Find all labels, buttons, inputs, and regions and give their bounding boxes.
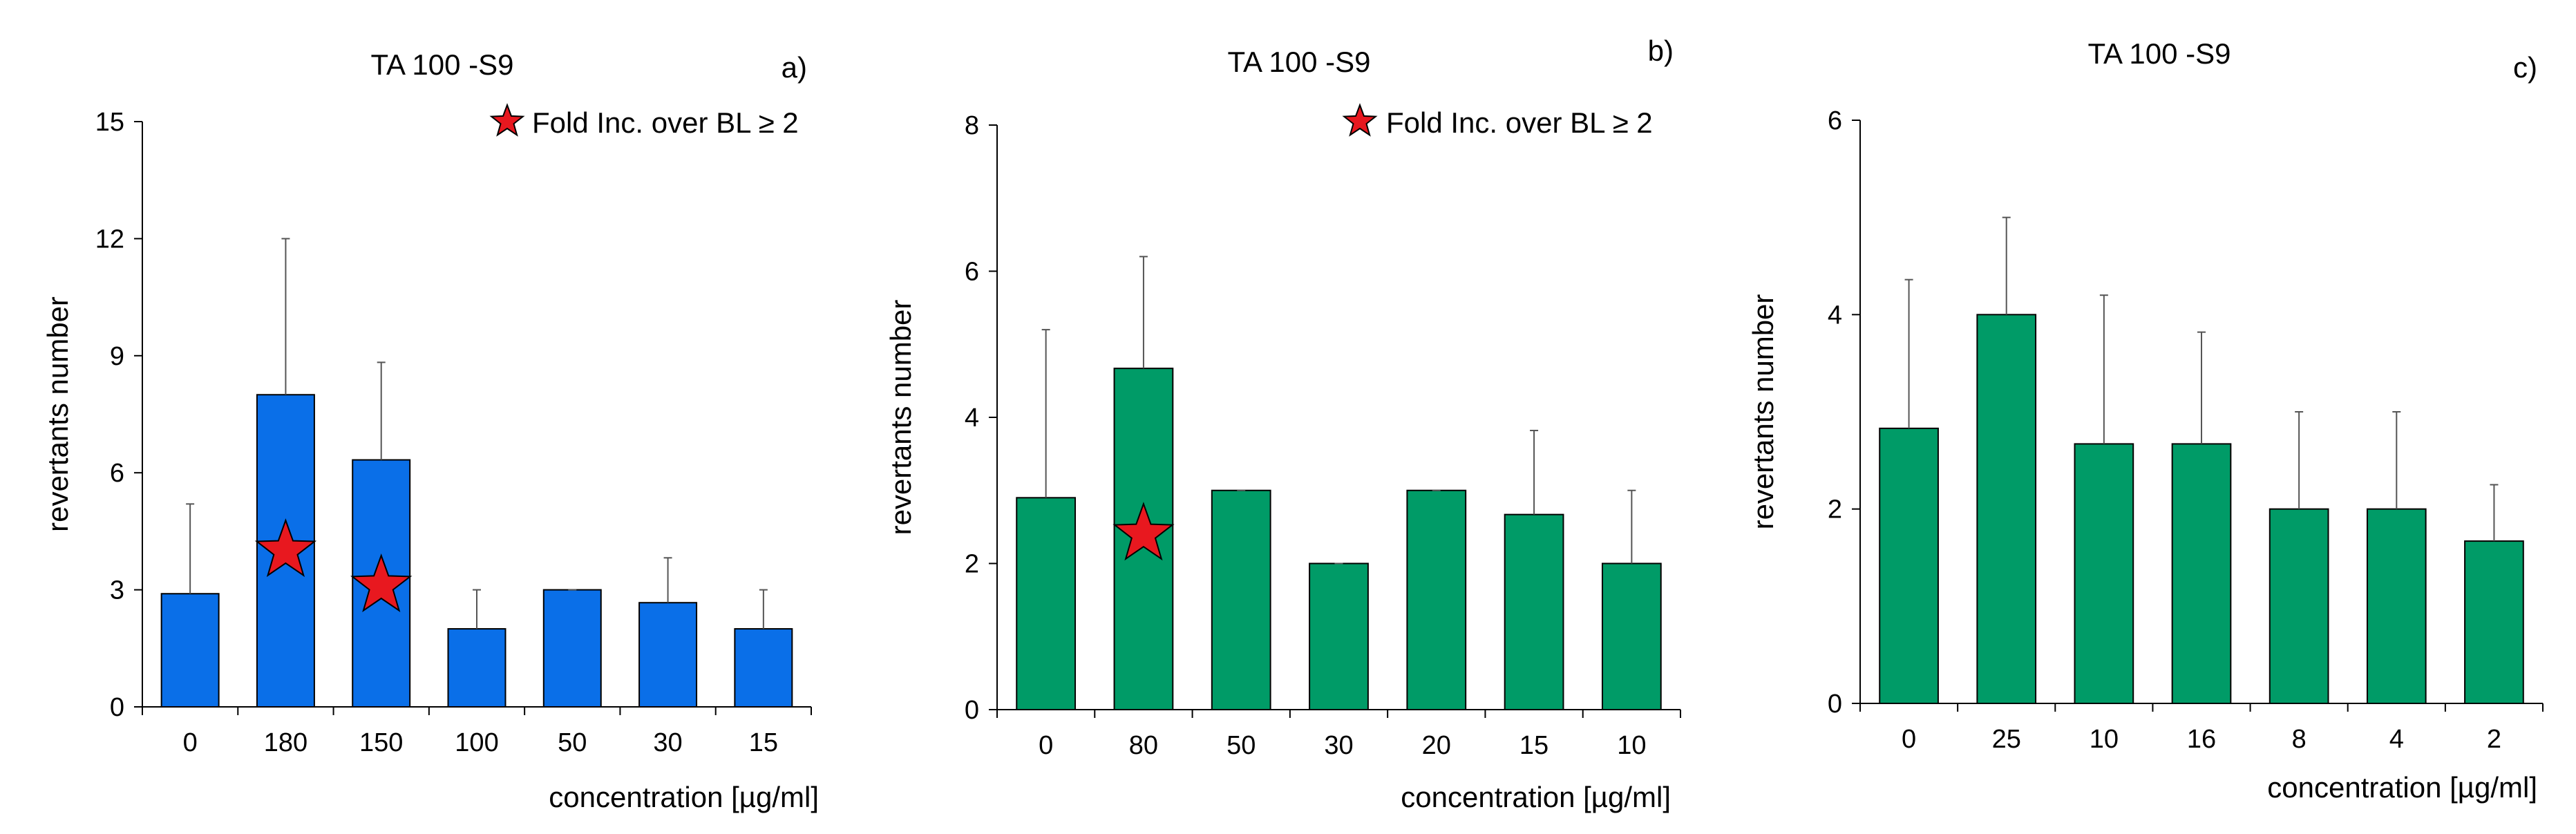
y-tick-label: 0 bbox=[965, 696, 979, 725]
y-axis-label: revertants number bbox=[884, 300, 917, 536]
x-tick-label: 30 bbox=[1324, 731, 1353, 760]
y-tick-label: 2 bbox=[1828, 495, 1842, 524]
x-axis-label: concentration [µg/ml] bbox=[1401, 781, 1671, 813]
bar bbox=[1406, 489, 1467, 710]
legend-label: Fold Inc. over BL ≥ 2 bbox=[532, 106, 799, 139]
x-tick-label: 10 bbox=[1617, 731, 1646, 760]
y-tick-label: 6 bbox=[965, 258, 979, 287]
panel-label: b) bbox=[1648, 35, 1674, 67]
bar bbox=[2269, 508, 2329, 705]
x-tick-label: 2 bbox=[2487, 725, 2501, 754]
chart-title: TA 100 -S9 bbox=[1227, 46, 1370, 78]
chart-title: TA 100 -S9 bbox=[2087, 37, 2231, 70]
y-tick-label: 3 bbox=[110, 576, 124, 605]
x-tick-label: 150 bbox=[359, 728, 403, 757]
bar bbox=[2074, 443, 2134, 704]
x-tick-label: 20 bbox=[1422, 731, 1451, 760]
y-tick-label: 0 bbox=[110, 693, 124, 722]
chart-panel-c: TA 100 -S9 c) 0 2 4 6 revertants number concent… bbox=[1747, 37, 2544, 804]
star-marker bbox=[350, 553, 413, 612]
x-tick-label: 0 bbox=[1902, 725, 1916, 754]
x-tick-label: 4 bbox=[2389, 725, 2404, 754]
bar bbox=[1504, 513, 1564, 711]
y-tick-label: 12 bbox=[95, 225, 124, 254]
bar bbox=[1016, 497, 1077, 710]
bar bbox=[1601, 562, 1662, 710]
x-axis-label: concentration [µg/ml] bbox=[2267, 771, 2537, 804]
bar bbox=[160, 593, 220, 708]
x-tick-label: 30 bbox=[653, 728, 682, 757]
x-tick-label: 8 bbox=[2292, 725, 2307, 754]
bar bbox=[1879, 427, 1939, 704]
chart-panel-a: TA 100 -S9 a) 0 3 6 9 12 15 revertants number con… bbox=[41, 48, 819, 813]
bar bbox=[734, 628, 793, 708]
bar bbox=[447, 628, 506, 708]
x-tick-label: 0 bbox=[183, 728, 198, 757]
y-axis-label: revertants number bbox=[1747, 294, 1779, 530]
y-tick-label: 9 bbox=[110, 342, 124, 371]
y-tick-label: 2 bbox=[965, 550, 979, 579]
x-tick-label: 15 bbox=[1519, 731, 1549, 760]
x-tick-label: 50 bbox=[1227, 731, 1256, 760]
y-axis-label: revertants number bbox=[41, 296, 74, 532]
y-tick-label: 0 bbox=[1828, 690, 1842, 719]
x-tick-label: 25 bbox=[1992, 725, 2021, 754]
y-tick-label: 8 bbox=[965, 111, 979, 140]
x-tick-label: 50 bbox=[558, 728, 587, 757]
x-axis-label: concentration [µg/ml] bbox=[549, 781, 819, 813]
x-tick-label: 0 bbox=[1039, 731, 1053, 760]
chart-panel-b: TA 100 -S9 b) 0 2 4 6 8 revertants number concen… bbox=[884, 35, 1681, 813]
x-tick-label: 16 bbox=[2187, 725, 2216, 754]
bar bbox=[1976, 314, 2037, 705]
y-tick-label: 4 bbox=[1828, 301, 1842, 330]
x-tick-label: 100 bbox=[455, 728, 498, 757]
panel-label: c) bbox=[2513, 51, 2537, 84]
bar bbox=[542, 589, 602, 708]
x-tick-label: 10 bbox=[2090, 725, 2119, 754]
bar bbox=[2171, 443, 2232, 704]
legend-star-icon bbox=[1342, 103, 1378, 137]
y-tick-label: 4 bbox=[965, 404, 979, 433]
y-tick-label: 6 bbox=[1828, 106, 1842, 135]
y-tick-label: 6 bbox=[110, 459, 124, 488]
panel-label: a) bbox=[782, 51, 807, 84]
star-marker bbox=[1112, 502, 1175, 561]
bar bbox=[638, 602, 698, 708]
bar bbox=[2464, 540, 2524, 704]
bar bbox=[2366, 508, 2427, 705]
star-marker bbox=[254, 518, 317, 578]
legend-star-icon bbox=[489, 103, 525, 137]
chart-title: TA 100 -S9 bbox=[370, 48, 513, 81]
y-tick-label: 15 bbox=[95, 108, 124, 137]
x-tick-label: 15 bbox=[749, 728, 778, 757]
bar bbox=[1309, 562, 1369, 710]
x-tick-label: 180 bbox=[264, 728, 307, 757]
x-tick-label: 80 bbox=[1129, 731, 1158, 760]
bar bbox=[1211, 489, 1271, 710]
legend-label: Fold Inc. over BL ≥ 2 bbox=[1386, 106, 1653, 139]
